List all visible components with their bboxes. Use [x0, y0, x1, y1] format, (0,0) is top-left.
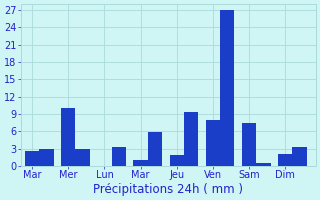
Bar — [76, 149, 90, 166]
Bar — [148, 132, 162, 166]
X-axis label: Précipitations 24h ( mm ): Précipitations 24h ( mm ) — [93, 183, 243, 196]
Bar — [278, 154, 292, 166]
Bar — [256, 163, 271, 166]
Bar — [133, 160, 148, 166]
Bar — [61, 108, 76, 166]
Bar — [170, 155, 184, 166]
Bar — [184, 112, 198, 166]
Bar — [112, 147, 126, 166]
Bar — [292, 147, 307, 166]
Bar — [25, 151, 39, 166]
Bar — [206, 120, 220, 166]
Bar — [220, 10, 235, 166]
Bar — [39, 149, 54, 166]
Bar — [242, 123, 256, 166]
